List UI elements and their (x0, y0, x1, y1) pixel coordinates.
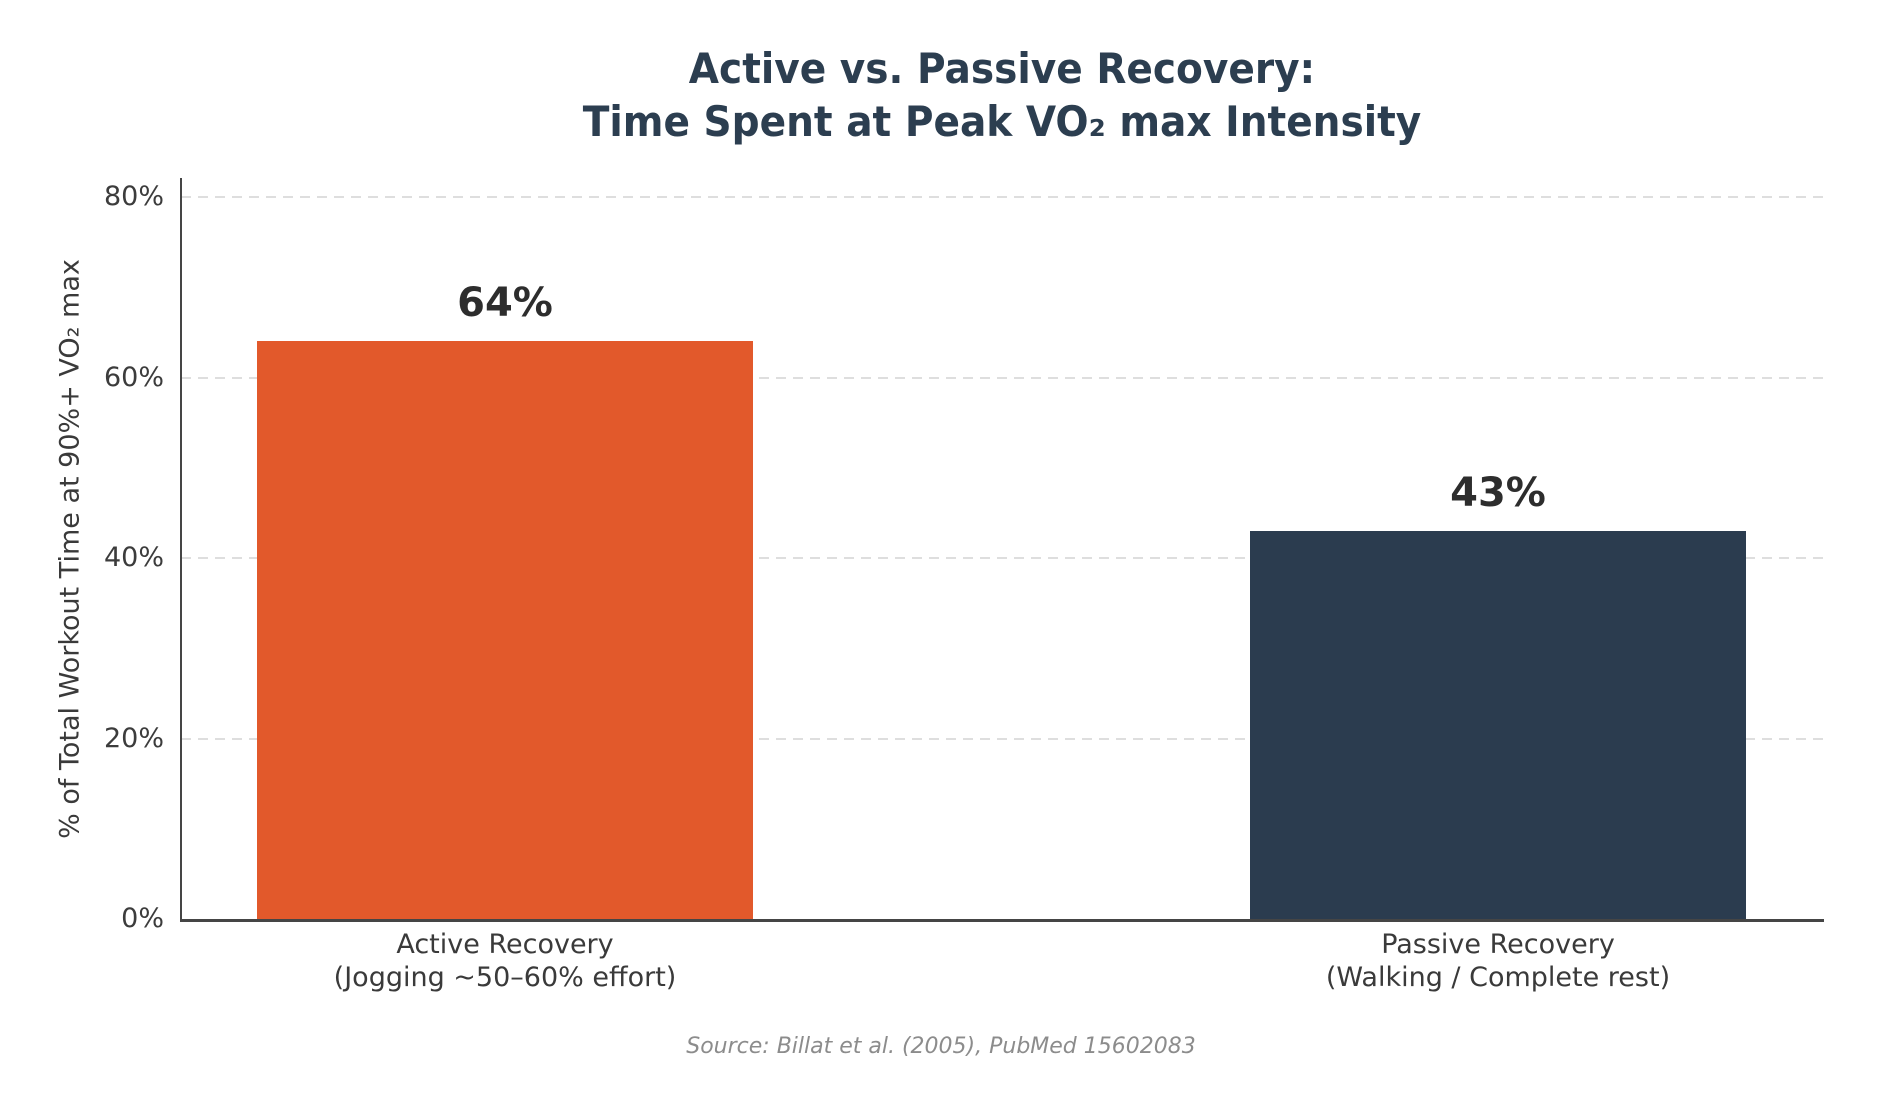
bar-value-label-active: 64% (457, 280, 553, 326)
x-tick-passive-line-2: (Walking / Complete rest) (1325, 962, 1671, 993)
chart-title: Active vs. Passive Recovery: Time Spent … (181, 42, 1823, 148)
y-axis-line (180, 178, 182, 922)
y-tick-label-0%: 0% (121, 903, 164, 934)
x-tick-passive-line-1: Passive Recovery (1381, 929, 1615, 960)
chart-title-line-1: Active vs. Passive Recovery: (688, 44, 1316, 93)
y-tick-label-40%: 40% (103, 542, 164, 573)
x-tick-passive-recovery: Passive Recovery (Walking / Complete res… (1178, 928, 1818, 994)
gridline-40% (181, 557, 1823, 559)
bar-passive-recovery (1250, 531, 1746, 919)
y-tick-label-60%: 60% (103, 361, 164, 393)
y-tick-label-80%: 80% (103, 181, 164, 212)
gridline-60% (181, 376, 1823, 379)
gridline-80% (181, 196, 1823, 198)
bar-active-recovery (257, 341, 753, 919)
source-note: Source: Billat et al. (2005), PubMed 156… (686, 1034, 1196, 1059)
chart-title-line-2: Time Spent at Peak VO₂ max Intensity (582, 97, 1422, 146)
x-tick-active-line-1: Active Recovery (396, 929, 614, 960)
x-axis-line (180, 919, 1824, 922)
gridline-20% (181, 737, 1823, 740)
y-tick-label-20%: 20% (103, 722, 164, 754)
x-tick-active-line-2: (Jogging ~50–60% effort) (333, 962, 677, 993)
x-tick-active-recovery: Active Recovery (Jogging ~50–60% effort) (185, 928, 825, 994)
bar-value-label-passive: 43% (1450, 470, 1546, 516)
